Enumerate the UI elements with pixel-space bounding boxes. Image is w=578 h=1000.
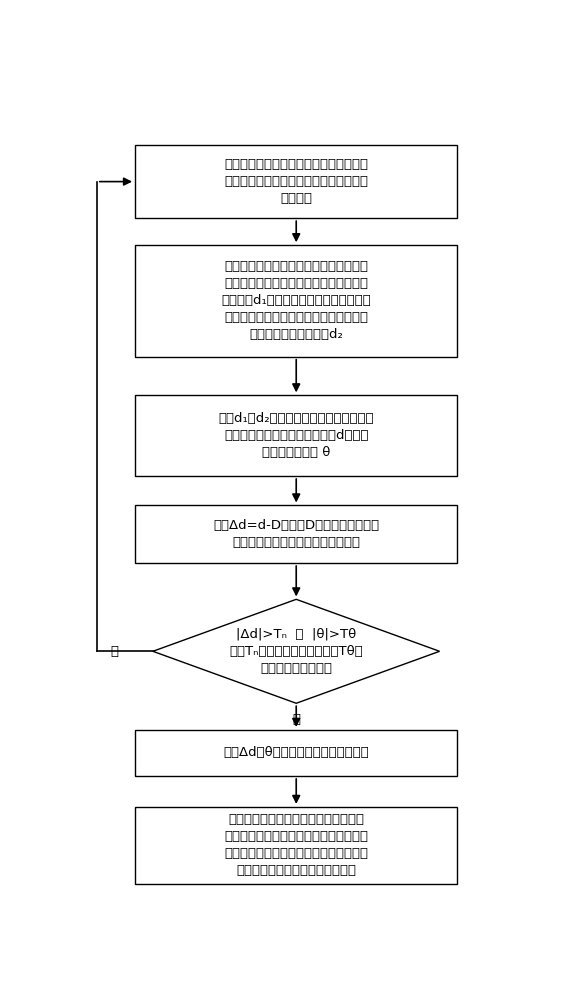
Text: 底盘行进转向驱动装置的原动件在功率
驱动电路直接或间接控制下输出相应动作
使底盘在行进中转向纠偏，以消除之前车
体位姿相对于理想状态的超限偏差: 底盘行进转向驱动装置的原动件在功率 驱动电路直接或间接控制下输出相应动作 使底盘… xyxy=(224,813,368,877)
FancyBboxPatch shape xyxy=(135,395,458,476)
Text: 基于d₁和d₂计算首、尾测点所处测点立面
到光伏阵列面板下沿的平均距离d及其与
阵列走向的夹角 θ: 基于d₁和d₂计算首、尾测点所处测点立面 到光伏阵列面板下沿的平均距离d及其与 … xyxy=(218,412,374,459)
Text: 根据Δd和θ生成底盘行进调向操作指令: 根据Δd和θ生成底盘行进调向操作指令 xyxy=(223,746,369,759)
Text: |Δd|>Tₙ  或  |θ|>Tθ
其中Tₙ为距离偏差的容差限，Tθ为
平行度偏差的容差限: |Δd|>Tₙ 或 |θ|>Tθ 其中Tₙ为距离偏差的容差限，Tθ为 平行度偏差… xyxy=(229,628,363,675)
Text: 根据车首测点到光伏阵列面板下边沿的距
离计算车首测点立线到光伏阵列面板下边
沿的距离d₁，根据车尾测点到光伏阵列面
板下边沿的距离计算车尾测点立线到光伏
阵列面: 根据车首测点到光伏阵列面板下边沿的距 离计算车首测点立线到光伏阵列面板下边 沿的… xyxy=(221,260,371,341)
FancyBboxPatch shape xyxy=(135,505,458,563)
Text: 利用车侧首部和尾部的超声测距传感器分
别测出各自所处测点到光伏阵列面板下边
沿的距离: 利用车侧首部和尾部的超声测距传感器分 别测出各自所处测点到光伏阵列面板下边 沿的… xyxy=(224,158,368,205)
FancyBboxPatch shape xyxy=(135,807,458,884)
FancyBboxPatch shape xyxy=(135,730,458,776)
FancyBboxPatch shape xyxy=(135,145,458,218)
Text: 否: 否 xyxy=(111,645,119,658)
Text: 计算Δd=d-D，其中D为车侧首尾测点立
面到光伏阵列面板下沿距离的设定值: 计算Δd=d-D，其中D为车侧首尾测点立 面到光伏阵列面板下沿距离的设定值 xyxy=(213,519,379,549)
Text: 是: 是 xyxy=(292,713,300,726)
FancyBboxPatch shape xyxy=(135,245,458,357)
Polygon shape xyxy=(153,599,440,703)
